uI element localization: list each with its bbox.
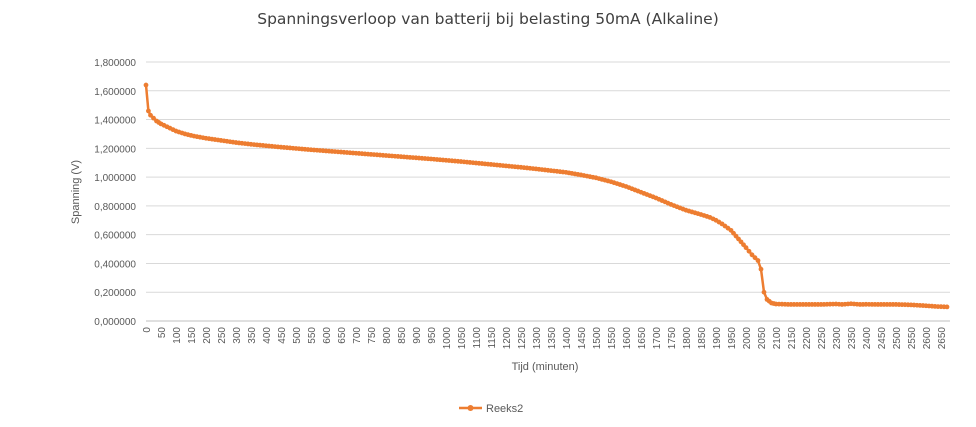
data-point (143, 82, 149, 88)
x-tick-label: 2150 (787, 327, 798, 350)
y-tick-label: 1,000000 (94, 173, 136, 184)
x-tick-label: 1150 (487, 327, 498, 349)
x-tick-label: 1200 (502, 327, 513, 350)
y-tick-label: 0,800000 (94, 202, 136, 213)
x-tick-label: 2600 (922, 327, 933, 350)
x-tick-label: 600 (322, 327, 333, 344)
x-tick-label: 1400 (562, 327, 573, 350)
x-tick-label: 900 (412, 327, 423, 344)
x-tick-label: 200 (202, 327, 213, 344)
data-point (752, 255, 758, 261)
x-tick-label: 950 (427, 327, 438, 344)
data-point (746, 248, 752, 254)
data-point (743, 245, 749, 251)
x-tick-label: 1100 (472, 327, 483, 349)
x-tick-label: 800 (382, 327, 393, 344)
x-tick-label: 100 (172, 327, 183, 344)
x-tick-label: 650 (337, 327, 348, 344)
x-tick-label: 250 (217, 327, 228, 344)
x-tick-label: 1850 (697, 327, 708, 350)
x-tick-label: 2350 (847, 327, 858, 350)
x-tick-label: 1750 (667, 327, 678, 350)
legend-label: Reeks2 (486, 403, 523, 415)
x-tick-label: 350 (247, 327, 258, 344)
y-axis-label: Spanning (V) (70, 160, 82, 224)
x-tick-label: 50 (157, 327, 168, 339)
x-tick-label: 1500 (592, 327, 603, 350)
data-point (944, 304, 950, 310)
data-point (758, 266, 764, 272)
y-tick-label: 0,200000 (94, 288, 136, 299)
x-tick-label: 2050 (757, 327, 768, 350)
x-tick-label: 2650 (937, 327, 948, 350)
x-tick-label: 2550 (907, 327, 918, 350)
x-tick-label: 0 (142, 327, 153, 333)
data-point (146, 108, 151, 114)
data-point (749, 252, 755, 258)
x-tick-label: 700 (352, 327, 363, 344)
y-tick-label: 1,600000 (94, 87, 136, 98)
x-tick-label: 150 (187, 327, 198, 344)
x-tick-label: 850 (397, 327, 408, 344)
x-tick-label: 450 (277, 327, 288, 344)
data-point (755, 258, 761, 263)
x-tick-label: 1600 (622, 327, 633, 350)
x-tick-label: 1650 (637, 327, 648, 350)
y-tick-label: 1,200000 (94, 144, 136, 155)
chart-title: Spanningsverloop van batterij bij belast… (257, 10, 719, 28)
legend-marker (467, 405, 474, 411)
legend: Reeks2 (459, 403, 523, 415)
series-line (144, 84, 948, 309)
y-tick-label: 0,400000 (94, 259, 136, 270)
y-tick-label: 1,400000 (94, 116, 136, 127)
x-tick-label: 2450 (877, 327, 888, 350)
x-tick-label: 2400 (862, 327, 873, 350)
y-tick-label: 0,600000 (94, 231, 136, 242)
x-tick-label: 500 (292, 327, 303, 344)
x-axis-label: Tijd (minuten) (512, 361, 579, 373)
x-tick-label: 1800 (682, 327, 693, 350)
x-tick-label: 1000 (442, 327, 453, 350)
x-tick-label: 1550 (607, 327, 618, 350)
x-tick-label: 2100 (772, 327, 783, 350)
x-tick-label: 2250 (817, 327, 828, 350)
x-tick-label: 1300 (532, 327, 543, 350)
x-tick-label: 1350 (547, 327, 558, 350)
x-tick-label: 1050 (457, 327, 468, 350)
x-tick-label: 750 (367, 327, 378, 344)
x-tick-label: 550 (307, 327, 318, 344)
x-tick-label: 1250 (517, 327, 528, 350)
x-tick-label: 2300 (832, 327, 843, 350)
data-point (148, 112, 153, 118)
data-point (151, 115, 156, 121)
data-point (761, 289, 767, 295)
y-tick-label: 0,000000 (94, 317, 136, 328)
x-tick-label: 1450 (577, 327, 588, 350)
x-tick-label: 1950 (727, 327, 738, 350)
y-tick-label: 1,800000 (94, 58, 136, 69)
x-tick-label: 1700 (652, 327, 663, 350)
x-tick-label: 400 (262, 327, 273, 344)
x-tick-label: 2200 (802, 327, 813, 350)
x-tick-label: 2000 (742, 327, 753, 350)
x-tick-label: 1900 (712, 327, 723, 350)
x-tick-label: 2500 (892, 327, 903, 350)
x-tick-label: 300 (232, 327, 243, 344)
